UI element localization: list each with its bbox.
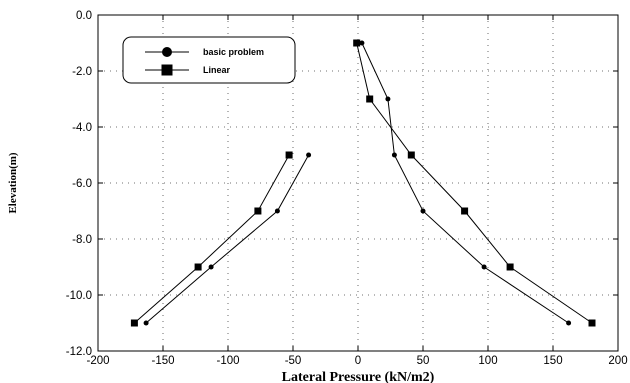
x-tick-label: 150	[543, 355, 562, 367]
data-point	[391, 152, 397, 158]
data-point	[208, 264, 214, 270]
legend-item: Linear	[145, 64, 231, 76]
data-point	[407, 151, 415, 159]
data-series	[130, 39, 596, 327]
data-point	[359, 40, 365, 46]
x-tick-label: -200	[86, 355, 109, 367]
data-point	[420, 208, 426, 214]
axis-ticks: -200 -150 -100 -50 0 50 100 150 200 0.0 -2.0 -4.0 -6…	[66, 10, 628, 367]
data-point	[461, 207, 469, 215]
data-point	[353, 39, 361, 47]
x-tick-label: -100	[216, 355, 239, 367]
y-tick-label: -2.0	[72, 66, 92, 78]
y-tick-label: -12.0	[66, 346, 92, 358]
series-1	[130, 39, 596, 327]
y-tick-label: -8.0	[72, 234, 92, 246]
data-point	[194, 263, 202, 271]
y-tick-label: -10.0	[66, 290, 92, 302]
series-line	[145, 154, 310, 324]
x-tick-label: 100	[478, 355, 497, 367]
series-line	[356, 42, 593, 324]
data-point	[254, 207, 262, 215]
legend-box	[122, 36, 296, 84]
legend: basic problem Linear	[122, 36, 296, 84]
data-point	[566, 320, 572, 326]
series-line	[361, 42, 569, 324]
legend-marker	[161, 64, 173, 76]
data-point	[506, 263, 514, 271]
data-point	[130, 319, 138, 327]
data-point	[143, 320, 149, 326]
x-axis-title: Lateral Pressure (kN/m2)	[282, 370, 435, 383]
legend-marker	[162, 47, 172, 57]
x-tick-label: 50	[417, 355, 430, 367]
data-point	[385, 96, 391, 102]
legend-label: basic problem	[203, 47, 264, 57]
series-line	[134, 154, 290, 324]
x-tick-label: 0	[355, 355, 361, 367]
legend-label: Linear	[203, 65, 231, 75]
x-tick-label: -50	[285, 355, 302, 367]
data-point	[481, 264, 487, 270]
data-point	[588, 319, 596, 327]
x-tick-label: 200	[608, 355, 627, 367]
y-tick-label: 0.0	[76, 10, 92, 22]
y-tick-label: -6.0	[72, 178, 92, 190]
data-point	[366, 95, 374, 103]
data-point	[306, 152, 312, 158]
y-tick-label: -4.0	[72, 122, 92, 134]
data-point	[285, 151, 293, 159]
data-point	[274, 208, 280, 214]
x-tick-label: -150	[151, 355, 174, 367]
legend-item: basic problem	[145, 47, 264, 57]
y-axis-title: Elevation(m)	[7, 152, 19, 213]
series-0	[143, 40, 572, 326]
